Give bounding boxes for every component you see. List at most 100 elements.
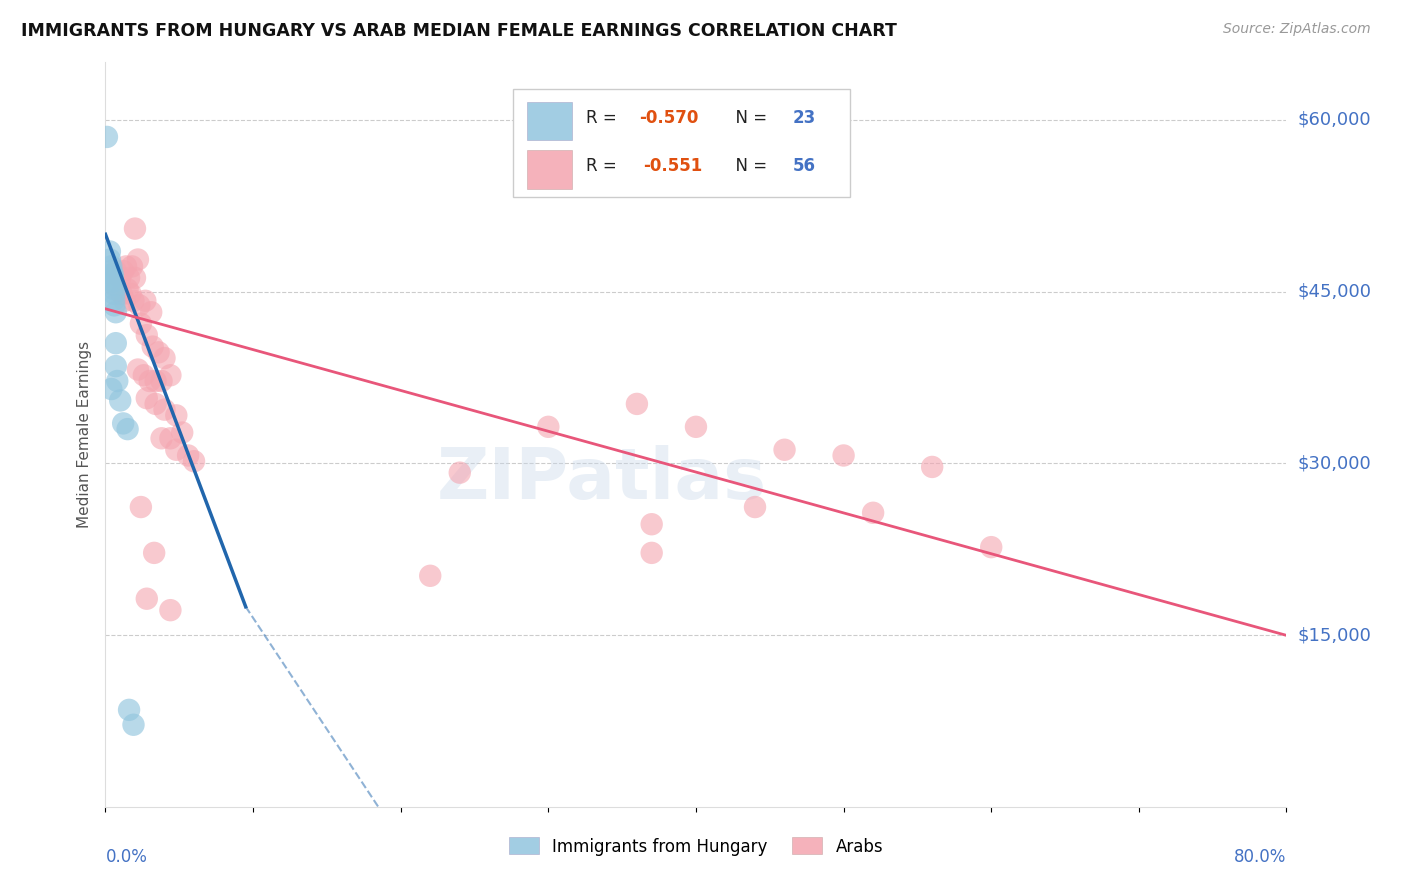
Point: [101, 274, 124, 288]
Text: N =: N =: [725, 109, 773, 127]
Point: [103, 286, 125, 301]
Point: [98, 244, 121, 259]
Point: [537, 420, 560, 434]
Point: [103, 277, 125, 292]
Legend: Immigrants from Hungary, Arabs: Immigrants from Hungary, Arabs: [502, 830, 890, 863]
Text: IMMIGRANTS FROM HUNGARY VS ARAB MEDIAN FEMALE EARNINGS CORRELATION CHART: IMMIGRANTS FROM HUNGARY VS ARAB MEDIAN F…: [21, 22, 897, 40]
Point: [129, 317, 152, 331]
Point: [104, 305, 127, 319]
Text: 23: 23: [793, 109, 815, 127]
Point: [103, 293, 125, 307]
Point: [96, 130, 118, 145]
Point: [921, 459, 943, 474]
Text: -0.551: -0.551: [643, 157, 702, 175]
Point: [862, 506, 884, 520]
Text: R =: R =: [586, 157, 627, 175]
Point: [419, 569, 441, 583]
Text: N =: N =: [725, 157, 773, 175]
Point: [100, 264, 122, 278]
Point: [626, 397, 648, 411]
FancyBboxPatch shape: [513, 88, 849, 196]
Point: [110, 393, 132, 408]
Point: [111, 286, 134, 301]
Point: [150, 431, 173, 445]
Point: [101, 271, 124, 285]
Point: [165, 409, 187, 423]
Point: [159, 368, 181, 383]
Text: Source: ZipAtlas.com: Source: ZipAtlas.com: [1223, 22, 1371, 37]
Point: [112, 417, 135, 431]
Point: [640, 517, 664, 532]
Bar: [527, 102, 572, 140]
Point: [110, 271, 132, 285]
Point: [100, 260, 122, 274]
Point: [183, 454, 205, 468]
Point: [773, 442, 796, 457]
Point: [145, 397, 167, 411]
Text: $60,000: $60,000: [1298, 111, 1371, 128]
Point: [105, 282, 128, 296]
Text: ZIPatlas: ZIPatlas: [436, 445, 766, 514]
Point: [129, 500, 152, 514]
Point: [114, 293, 136, 308]
Point: [124, 271, 146, 285]
Point: [138, 374, 160, 388]
Point: [127, 362, 149, 376]
Point: [115, 260, 138, 274]
Point: [122, 718, 145, 732]
Point: [105, 374, 128, 388]
Text: 0.0%: 0.0%: [105, 848, 148, 866]
Point: [145, 374, 167, 388]
Point: [104, 359, 127, 373]
Y-axis label: Median Female Earnings: Median Female Earnings: [76, 342, 91, 528]
Point: [121, 260, 143, 274]
Point: [100, 382, 122, 396]
Text: $30,000: $30,000: [1298, 455, 1371, 473]
Point: [120, 286, 142, 301]
Point: [159, 603, 181, 617]
Text: -0.570: -0.570: [640, 109, 699, 127]
Point: [103, 282, 125, 296]
Point: [103, 298, 125, 312]
Point: [159, 431, 181, 445]
Point: [640, 546, 664, 560]
Point: [117, 282, 139, 296]
Point: [118, 703, 141, 717]
Bar: [527, 150, 572, 189]
Point: [112, 264, 135, 278]
Text: 56: 56: [793, 157, 815, 175]
Point: [980, 540, 1002, 554]
Point: [685, 420, 707, 434]
Point: [744, 500, 766, 514]
Point: [128, 298, 150, 312]
Point: [101, 268, 124, 282]
Point: [135, 591, 157, 606]
Point: [449, 466, 471, 480]
Point: [141, 305, 163, 319]
Point: [153, 351, 176, 365]
Point: [172, 425, 194, 440]
Point: [177, 449, 200, 463]
Point: [124, 221, 146, 235]
Point: [153, 402, 176, 417]
Point: [117, 422, 139, 436]
Point: [122, 293, 145, 308]
Point: [142, 340, 165, 354]
Point: [135, 391, 157, 405]
Text: $45,000: $45,000: [1298, 283, 1372, 301]
Point: [98, 252, 121, 267]
Text: 80.0%: 80.0%: [1234, 848, 1286, 866]
Point: [135, 328, 157, 343]
Point: [165, 442, 187, 457]
Point: [134, 293, 156, 308]
Point: [132, 368, 155, 383]
Point: [143, 546, 166, 560]
Point: [832, 449, 855, 463]
Text: $15,000: $15,000: [1298, 626, 1371, 644]
Text: R =: R =: [586, 109, 621, 127]
Point: [104, 336, 127, 351]
Point: [148, 345, 170, 359]
Point: [127, 252, 149, 267]
Point: [118, 271, 141, 285]
Point: [150, 374, 173, 388]
